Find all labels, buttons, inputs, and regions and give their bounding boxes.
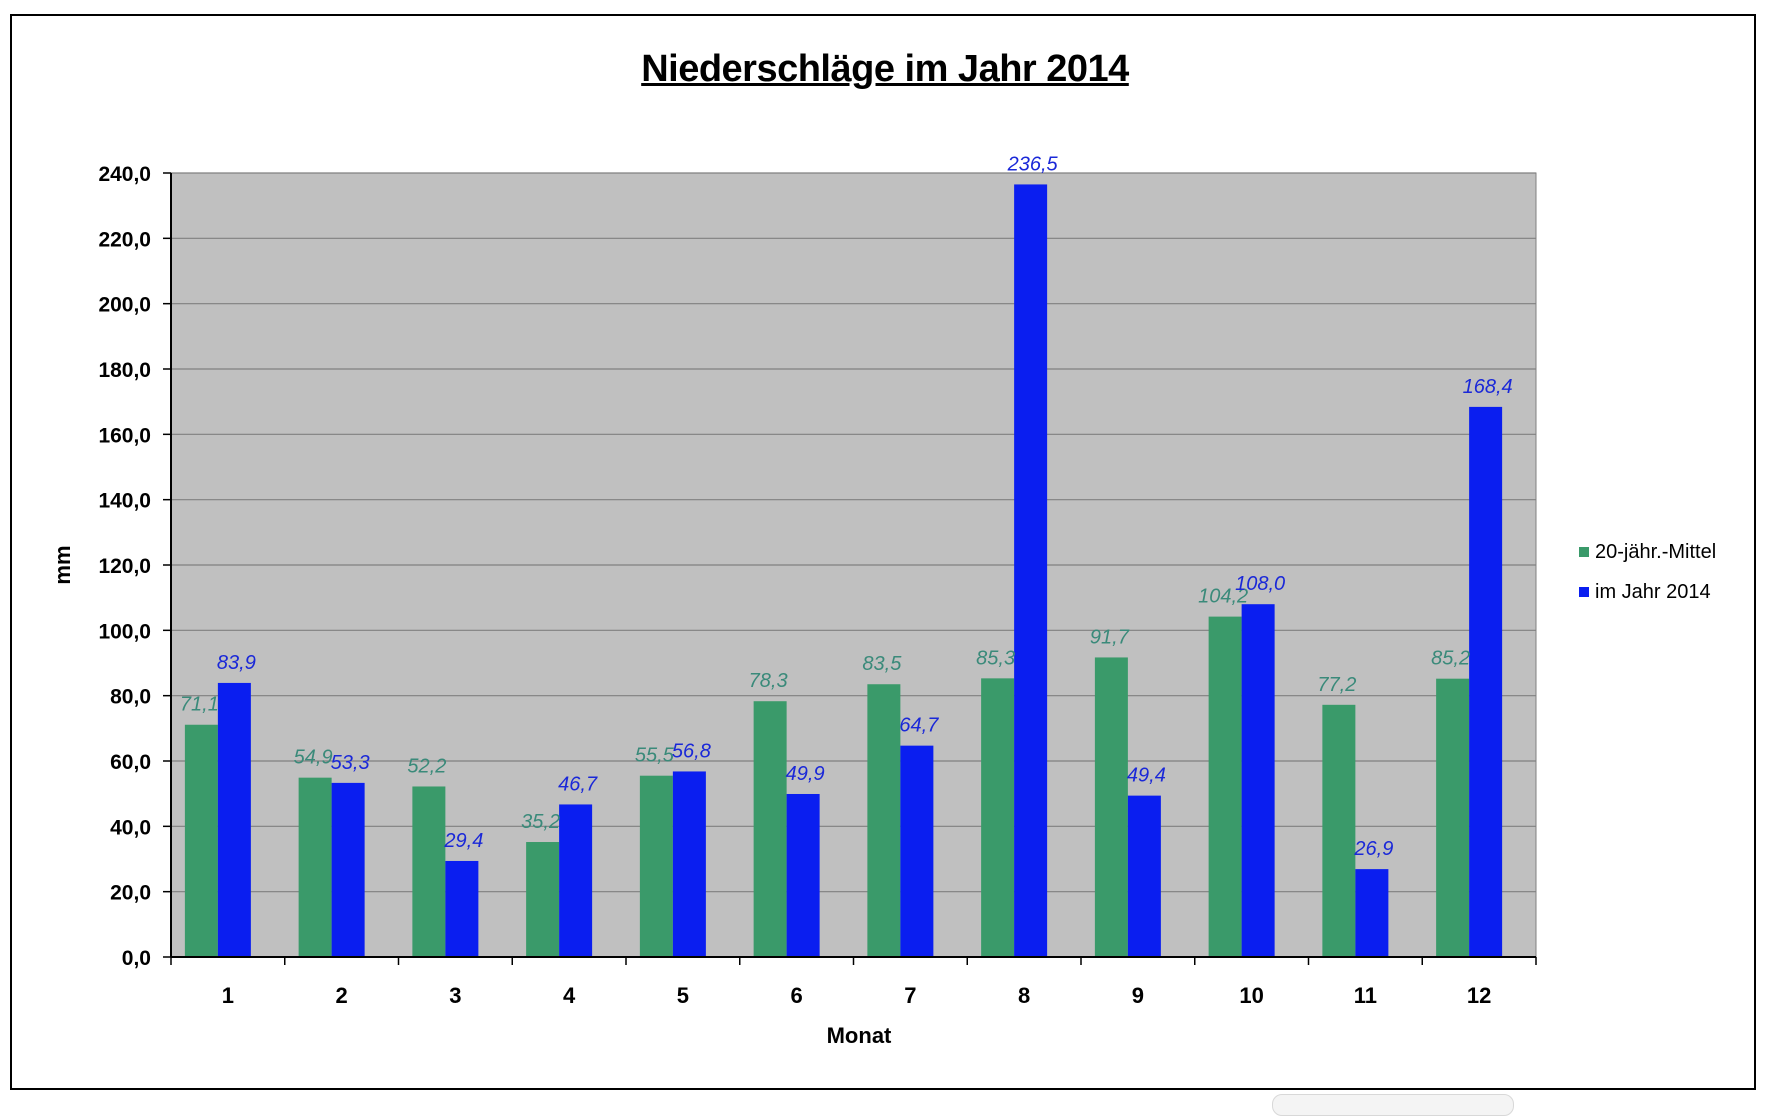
data-label-mittel: 83,5	[862, 653, 902, 675]
x-tick-label: 4	[563, 983, 576, 1008]
bar-mittel	[412, 786, 446, 957]
y-tick-label: 80,0	[110, 686, 151, 709]
y-tick-label: 0,0	[122, 947, 151, 970]
data-labels: 71,1 54,9 52,2 35,2 55,5 78,3 83,5 85,3 91,7 104,…	[180, 153, 1513, 860]
legend-label-mittel: 20-jähr.-Mittel	[1595, 540, 1717, 563]
y-tick-label: 40,0	[110, 816, 151, 839]
bar-mittel	[526, 842, 560, 957]
x-tick-label: 3	[449, 983, 461, 1008]
axes	[163, 172, 1537, 965]
data-label-mittel: 104,2	[1198, 586, 1248, 608]
chart-title: Niederschläge im Jahr 2014	[641, 48, 1129, 90]
bar-2014	[1014, 184, 1048, 957]
data-label-mittel: 85,2	[1431, 648, 1470, 670]
data-label-mittel: 54,9	[294, 747, 333, 769]
y-tick-label: 120,0	[98, 555, 151, 578]
y-axis-title: mm	[50, 545, 75, 584]
data-label-2014: 49,9	[786, 763, 825, 785]
data-label-mittel: 85,3	[976, 647, 1015, 669]
y-tick-label: 220,0	[98, 228, 151, 251]
y-tick-label: 200,0	[98, 294, 151, 317]
data-label-2014: 53,3	[331, 752, 370, 774]
bar-mittel	[298, 777, 332, 957]
bar-mittel	[184, 724, 218, 957]
y-tick-label: 20,0	[110, 882, 151, 905]
bar-2014	[1355, 869, 1389, 957]
bar-mittel	[1208, 616, 1242, 957]
x-tick-label: 5	[677, 983, 689, 1008]
bars	[184, 184, 1503, 958]
data-label-2014: 26,9	[1353, 838, 1393, 860]
bar-2014	[1127, 795, 1161, 957]
bar-mittel	[867, 684, 901, 957]
data-label-2014: 83,9	[217, 652, 256, 674]
x-axis-title: Monat	[827, 1023, 892, 1048]
legend-label-2014: im Jahr 2014	[1595, 580, 1711, 603]
x-tick-label: 2	[336, 983, 348, 1008]
y-tick-labels: 0,0 20,0 40,0 60,0 80,0 100,0 120,0 140,0 160,0 1…	[98, 163, 151, 970]
data-label-2014: 46,7	[558, 773, 598, 795]
x-tick-label: 6	[791, 983, 803, 1008]
data-label-mittel: 77,2	[1317, 674, 1356, 696]
bar-2014	[331, 782, 365, 957]
data-label-mittel: 71,1	[180, 694, 219, 716]
data-label-2014: 236,5	[1007, 153, 1059, 175]
y-tick-label: 160,0	[98, 424, 151, 447]
y-tick-label: 180,0	[98, 359, 151, 382]
bar-mittel	[753, 701, 787, 957]
legend: 20-jähr.-Mittel im Jahr 2014	[1579, 532, 1716, 612]
x-tick-label: 9	[1132, 983, 1144, 1008]
legend-swatch-mittel	[1579, 547, 1589, 557]
bar-2014	[559, 804, 593, 957]
grid-lines	[171, 172, 1536, 893]
x-tick-label: 12	[1467, 983, 1491, 1008]
data-label-mittel: 55,5	[635, 745, 675, 767]
bar-mittel	[1094, 657, 1128, 957]
bar-mittel	[1436, 678, 1470, 957]
data-label-2014: 56,8	[672, 740, 711, 762]
data-label-2014: 49,4	[1127, 765, 1166, 787]
x-tick-label: 10	[1239, 983, 1263, 1008]
bar-2014	[1241, 604, 1275, 957]
legend-swatch-2014	[1579, 587, 1589, 597]
bar-2014	[900, 745, 934, 957]
data-label-mittel: 35,2	[521, 811, 560, 833]
y-tick-label: 100,0	[98, 620, 151, 643]
data-label-2014: 64,7	[899, 715, 939, 737]
bar-mittel	[1322, 704, 1356, 957]
data-label-mittel: 91,7	[1090, 626, 1130, 648]
bar-2014	[1469, 406, 1503, 958]
x-tick-label: 1	[222, 983, 234, 1008]
bar-2014	[217, 682, 251, 957]
x-tick-label: 11	[1354, 983, 1377, 1008]
legend-item-2014: im Jahr 2014	[1579, 572, 1716, 612]
x-tick-label: 8	[1018, 983, 1030, 1008]
y-tick-label: 240,0	[98, 163, 151, 186]
bar-mittel	[981, 678, 1015, 957]
bar-2014	[445, 860, 479, 957]
bar-mittel	[639, 775, 673, 957]
y-tick-label: 60,0	[110, 751, 151, 774]
bar-2014	[786, 793, 820, 957]
data-label-mittel: 78,3	[749, 670, 788, 692]
page-corner-overlay	[1272, 1094, 1514, 1116]
data-label-2014: 108,0	[1235, 573, 1285, 595]
y-tick-label: 140,0	[98, 490, 151, 513]
legend-item-mittel: 20-jähr.-Mittel	[1579, 532, 1716, 572]
bar-2014	[672, 771, 706, 957]
x-tick-label: 7	[904, 983, 916, 1008]
data-label-2014: 168,4	[1463, 376, 1513, 398]
x-tick-labels: 1 2 3 4 5 6 7 8 9 10 11 12	[222, 983, 1492, 1008]
data-label-2014: 29,4	[443, 830, 483, 852]
data-label-mittel: 52,2	[407, 755, 446, 777]
